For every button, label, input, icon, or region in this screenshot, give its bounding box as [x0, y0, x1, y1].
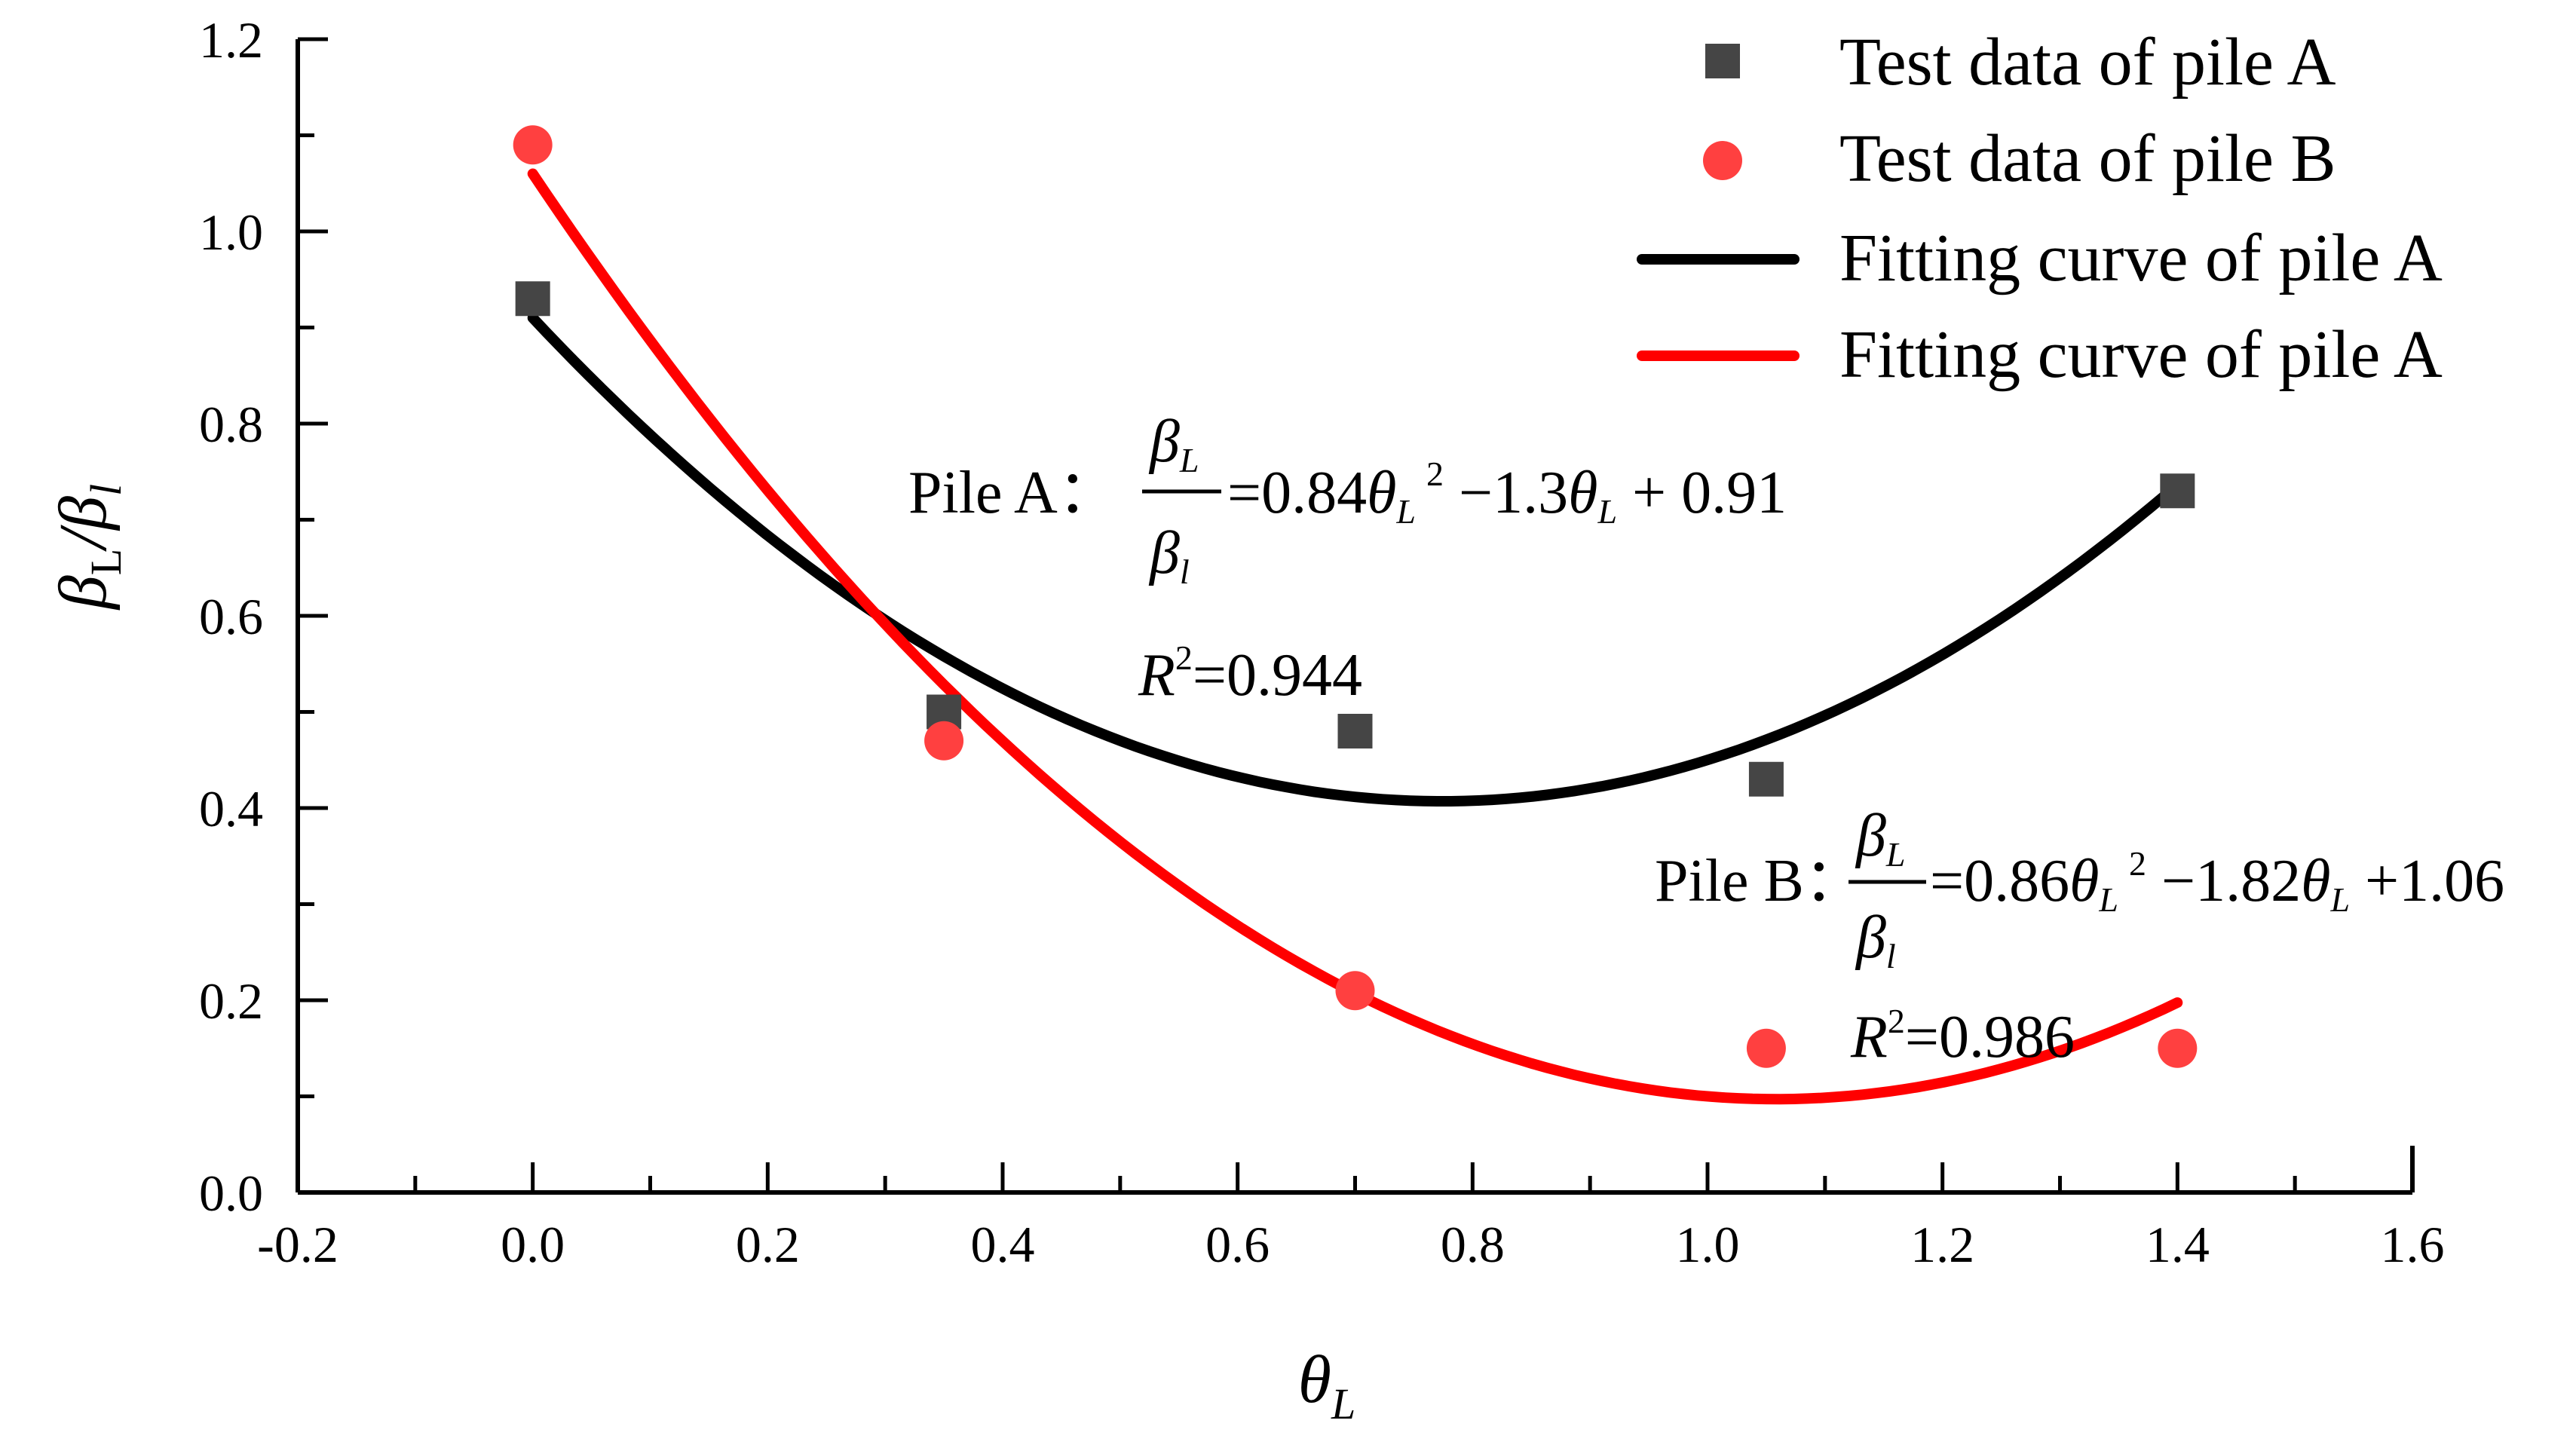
equation-pile-a-expression: =0.84θL2 −1.3θL + 0.91: [1227, 455, 1787, 531]
data-point-pile-a: [1748, 761, 1784, 797]
legend-label-pile-b-points: Test data of pile B: [1839, 121, 2336, 196]
x-tick-label: 1.0: [1676, 1216, 1740, 1273]
y-ticks: 0.0 0.2 0.4 0.6 0.8 1.0 1.2: [199, 11, 328, 1222]
x-tick-label: 0.8: [1441, 1216, 1505, 1273]
axes: -0.2 0.0 0.2 0.4 0.6 0.8 1.0 1.2 1.4 1.6 0.00.20.…: [199, 11, 2445, 1273]
fitting-curve-pile-a: [527, 312, 2183, 807]
y-tick-label: 0.8: [199, 396, 263, 453]
legend-marker-pile-b-points: [1703, 141, 1742, 180]
x-tick-label: 0.6: [1205, 1216, 1270, 1273]
legend: Test data of pile A Test data of pile B …: [1637, 25, 2443, 392]
equation-pile-b-numerator: βL: [1855, 803, 1905, 874]
x-tick-label: -0.2: [257, 1216, 338, 1273]
y-tick-label: 1.2: [199, 11, 263, 69]
data-point-pile-b: [2158, 1028, 2198, 1068]
y-tick-label: 0.0: [199, 1165, 263, 1222]
equation-pile-b-prefix: Pile B：: [1655, 848, 1864, 914]
data-point-pile-b: [924, 721, 964, 761]
legend-label-pile-a-points: Test data of pile A: [1839, 25, 2336, 99]
equation-pile-a-denominator: βl: [1148, 520, 1190, 591]
data-point-pile-b: [1746, 1028, 1786, 1068]
legend-label-curve-a: Fitting curve of pile A: [1839, 221, 2443, 295]
equation-pile-a: Pile A： βL βl =0.84θL2 −1.3θL + 0.91 R2=…: [908, 409, 1787, 709]
x-tick-label: 1.4: [2146, 1216, 2210, 1273]
data-point-pile-b: [513, 125, 553, 165]
equation-pile-b-expression: =0.86θL2 −1.82θL +1.06: [1930, 844, 2504, 919]
fitting-curve-pile-b: [527, 168, 2183, 1105]
y-axis-title: βL/βl: [46, 484, 130, 611]
x-tick-label: 1.6: [2381, 1216, 2445, 1273]
equation-pile-a-prefix: Pile A：: [908, 460, 1118, 526]
equation-pile-b-denominator: βl: [1855, 905, 1896, 975]
x-ticks: -0.2 0.0 0.2 0.4 0.6 0.8 1.0 1.2 1.4 1.6: [257, 1162, 2445, 1273]
x-axis-title: θL: [1298, 1342, 1355, 1428]
x-tick-label: 0.2: [736, 1216, 800, 1273]
pile-b-points: [513, 125, 2198, 1068]
equation-pile-b: Pile B： βL βl =0.86θL2 −1.82θL +1.06 R2=…: [1655, 803, 2504, 1070]
data-point-pile-b: [1335, 971, 1375, 1011]
x-axis-title-subscript: L: [1331, 1379, 1355, 1428]
y-tick-label: 1.0: [199, 204, 263, 261]
x-tick-label: 0.4: [971, 1216, 1035, 1273]
r2-pile-b: R2=0.986: [1850, 1002, 2075, 1070]
x-tick-label: 0.0: [501, 1216, 565, 1273]
legend-label-curve-b: Fitting curve of pile A: [1839, 317, 2443, 392]
legend-marker-pile-a-points: [1705, 44, 1740, 78]
data-point-pile-a: [1337, 714, 1373, 748]
y-tick-label: 0.4: [199, 780, 263, 837]
y-tick-label: 0.2: [199, 972, 263, 1030]
data-point-pile-a: [515, 281, 550, 317]
x-tick-label: 1.2: [1910, 1216, 1974, 1273]
data-point-pile-a: [2160, 473, 2195, 509]
equation-pile-a-numerator: βL: [1148, 409, 1199, 479]
y-tick-label: 0.6: [199, 588, 263, 645]
r2-pile-a: R2=0.944: [1138, 638, 1362, 709]
